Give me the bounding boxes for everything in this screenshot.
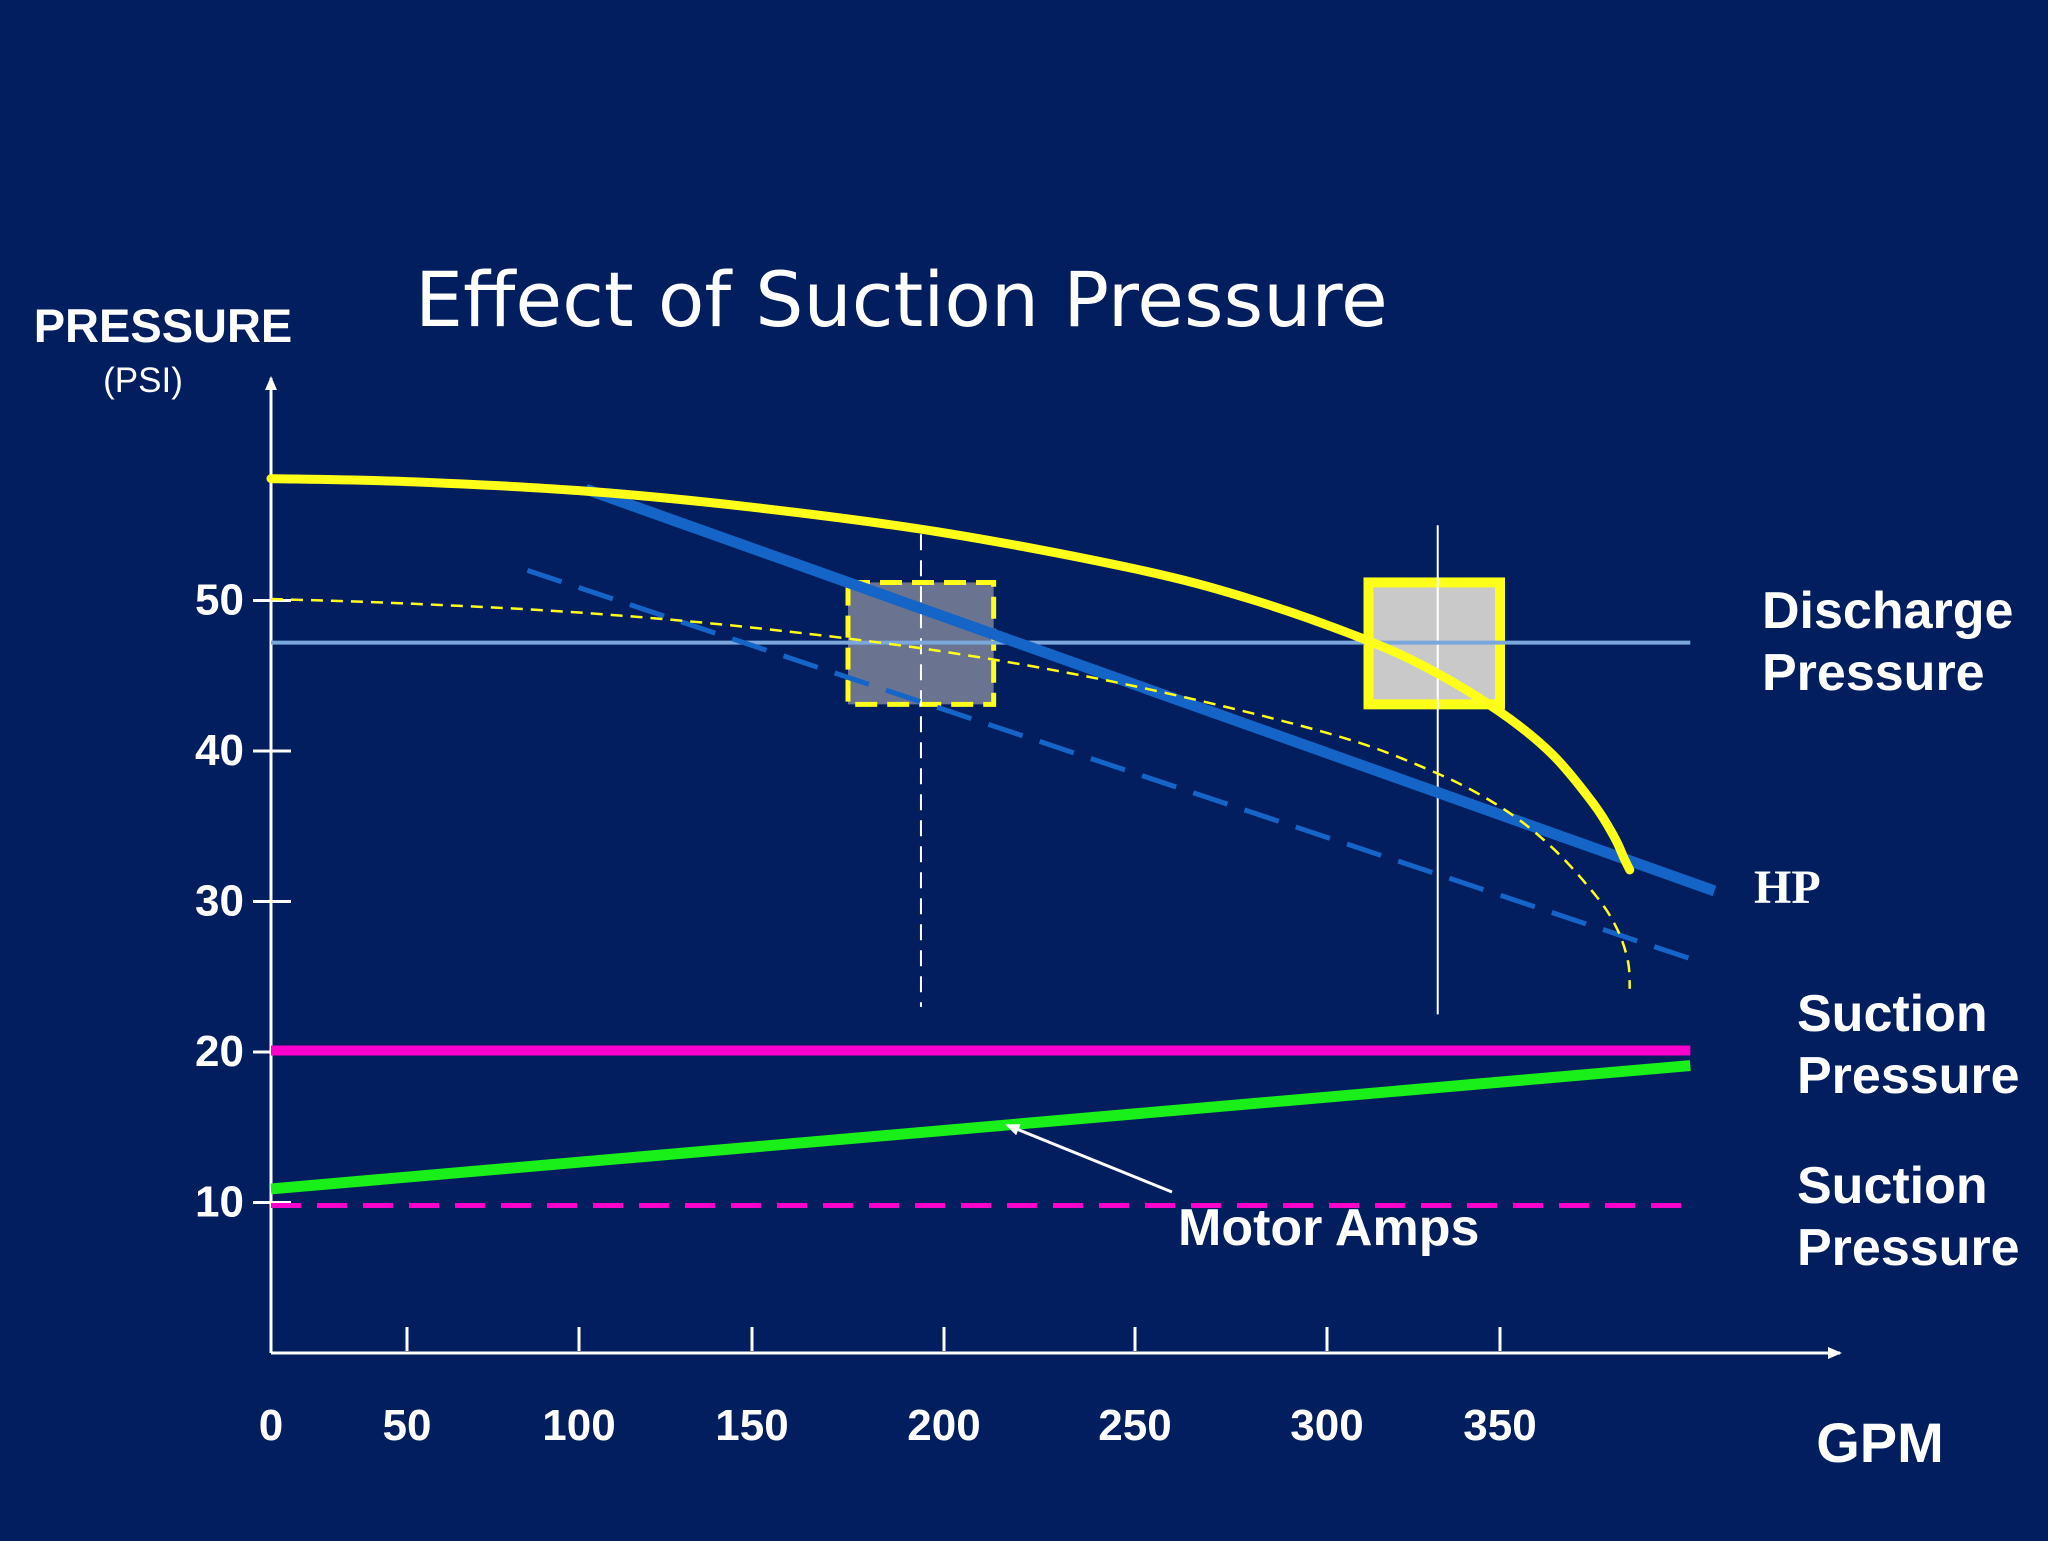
discharge-label-line1: Discharge xyxy=(1762,582,2013,640)
suction-high-line1: Suction xyxy=(1797,985,1988,1043)
motor-amps-arrow xyxy=(1005,1123,1173,1194)
suction-low-line1: Suction xyxy=(1797,1157,1988,1215)
x-tick-label: 50 xyxy=(383,1401,432,1450)
y-tick-label: 20 xyxy=(195,1027,244,1076)
axes xyxy=(265,376,1842,1359)
suction-pressure-high-label: Suction Pressure xyxy=(1797,985,2020,1105)
x-tick-label: 200 xyxy=(907,1401,980,1450)
y-tick-label: 50 xyxy=(195,576,244,625)
series-lines xyxy=(266,474,1717,1209)
x-tick-label: 150 xyxy=(715,1401,788,1450)
series-pump-curve-high xyxy=(266,474,1635,875)
x-tick-label: 350 xyxy=(1463,1401,1536,1450)
suction-low-line2: Pressure xyxy=(1797,1219,2020,1277)
y-axis-unit: (PSI) xyxy=(103,361,183,400)
x-tick-label: 300 xyxy=(1290,1401,1363,1450)
axis-ticks: 0 50 100 150 200 250 300 350 10 20 30 40 50 xyxy=(195,576,1537,1451)
series-hp-low xyxy=(526,568,1692,962)
suction-high-line2: Pressure xyxy=(1797,1047,2020,1105)
suction-pressure-low-label: Suction Pressure xyxy=(1797,1157,2020,1277)
y-axis-label: PRESSURE xyxy=(34,299,293,352)
series-pump-curve-low xyxy=(270,597,1631,989)
motor-amps-label: Motor Amps xyxy=(1178,1199,1479,1257)
y-tick-label: 30 xyxy=(195,877,244,926)
y-tick-label: 40 xyxy=(195,726,244,775)
x-tick-label: 250 xyxy=(1098,1401,1171,1450)
discharge-label-line2: Pressure xyxy=(1762,644,1985,702)
y-tick-label: 10 xyxy=(195,1178,244,1227)
discharge-pressure-label: Discharge Pressure xyxy=(1762,582,2028,702)
x-axis-label: GPM xyxy=(1816,1411,1944,1474)
series-motor-amps xyxy=(270,1060,1691,1195)
operating-points xyxy=(845,525,1506,1015)
hp-label: HP xyxy=(1754,861,1821,914)
chart-title: Effect of Suction Pressure xyxy=(415,255,1388,344)
x-tick-label: 100 xyxy=(542,1401,615,1450)
x-tick-label: 0 xyxy=(259,1401,283,1450)
